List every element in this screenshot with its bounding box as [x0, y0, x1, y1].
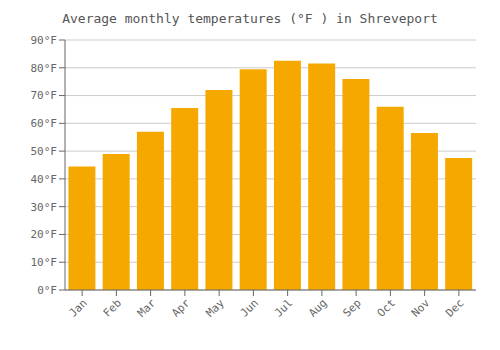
svg-text:Jul: Jul	[272, 296, 295, 319]
svg-text:0°F: 0°F	[37, 284, 57, 297]
svg-text:Apr: Apr	[169, 296, 193, 320]
svg-text:50°F: 50°F	[31, 145, 58, 158]
svg-text:Mar: Mar	[135, 296, 159, 320]
svg-text:Jan: Jan	[67, 296, 90, 319]
html-text:Average monthly temperatures (: Average monthly temperatures (°F ) in Sh…	[62, 11, 438, 26]
svg-text:20°F: 20°F	[31, 228, 58, 241]
svg-text:80°F: 80°F	[31, 62, 58, 75]
svg-text:30°F: 30°F	[31, 201, 58, 214]
svg-text:70°F: 70°F	[31, 89, 58, 102]
svg-text:Feb: Feb	[101, 296, 124, 319]
svg-text:60°F: 60°F	[31, 117, 58, 130]
svg-text:May: May	[204, 296, 228, 320]
svg-text:Oct: Oct	[375, 296, 398, 319]
svg-text:Aug: Aug	[306, 296, 329, 319]
svg-text:40°F: 40°F	[31, 173, 58, 186]
svg-text:10°F: 10°F	[31, 256, 58, 269]
svg-text:Jun: Jun	[238, 296, 261, 319]
svg-text:Dec: Dec	[443, 296, 466, 319]
svg-text:90°F: 90°F	[31, 34, 58, 47]
svg-text:Nov: Nov	[409, 296, 433, 320]
svg-text:Sep: Sep	[341, 296, 364, 319]
